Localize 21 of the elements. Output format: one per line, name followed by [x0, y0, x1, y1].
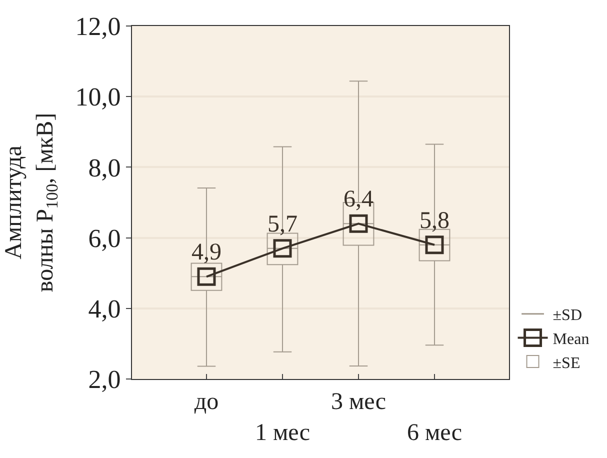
data-label: 6,4 — [344, 186, 374, 213]
text: ±SD — [552, 307, 582, 324]
y-tick-label: 2,0 — [88, 365, 121, 394]
data-label: 4,9 — [191, 240, 222, 266]
x-tick-label: 1 мес — [254, 420, 310, 446]
point — [349, 214, 368, 233]
legend-label: Mean — [552, 330, 590, 348]
y-tick-label: 10,0 — [75, 82, 121, 112]
data-label: 5,8 — [420, 208, 450, 234]
point — [425, 236, 444, 254]
point — [197, 267, 216, 286]
y-tick-label: 6,0 — [88, 224, 121, 253]
legend-label: ±SE — [552, 354, 580, 372]
data-label: 5,7 — [268, 211, 298, 238]
x-tick-label: до — [194, 388, 219, 415]
y-tick-label: 12,0 — [75, 12, 121, 42]
y-tick-label: 4,0 — [88, 294, 121, 324]
y-tick-label: 8,0 — [88, 153, 121, 182]
x-tick-label: 6 мес — [406, 420, 462, 446]
x-tick-label: 3 мес — [330, 388, 386, 415]
point — [273, 239, 292, 258]
